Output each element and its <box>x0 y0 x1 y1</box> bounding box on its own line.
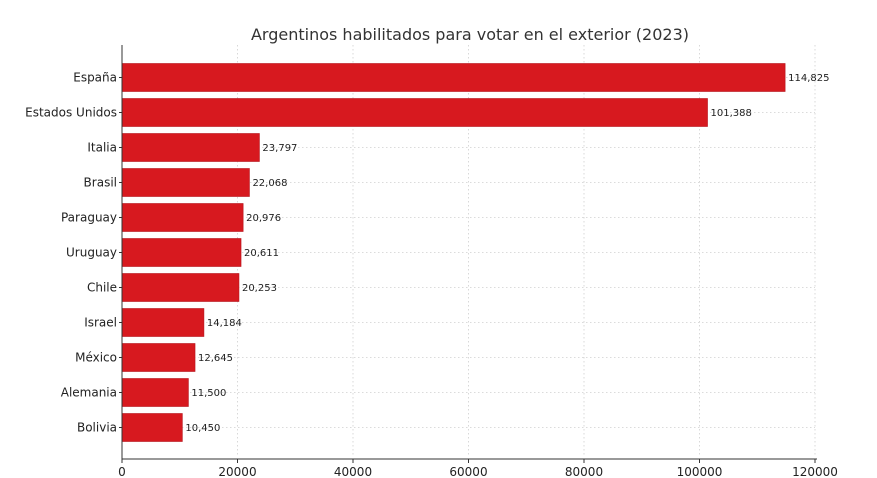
chart-title: Argentinos habilitados para votar en el … <box>251 25 689 44</box>
category-label: España <box>73 71 117 85</box>
bar <box>121 203 244 232</box>
bar <box>121 308 205 337</box>
bar <box>121 273 240 302</box>
category-label: México <box>75 351 117 365</box>
value-label: 23,797 <box>262 143 297 154</box>
value-label: 14,184 <box>207 318 242 329</box>
category-label: Alemania <box>61 386 117 400</box>
bar <box>121 168 250 197</box>
bar <box>121 98 708 127</box>
value-label: 22,068 <box>252 178 287 189</box>
value-label: 10,450 <box>185 423 220 434</box>
value-label: 20,253 <box>242 283 277 294</box>
value-label: 20,611 <box>244 248 279 259</box>
x-tick-label: 80000 <box>565 465 603 478</box>
x-tick-label: 120000 <box>792 465 838 478</box>
category-label: Uruguay <box>66 246 117 260</box>
x-tick-label: 100000 <box>677 465 723 478</box>
value-label: 114,825 <box>788 73 829 84</box>
bar <box>121 413 183 442</box>
category-label: Paraguay <box>61 211 117 225</box>
category-label: Brasil <box>84 176 117 190</box>
category-label: Israel <box>84 316 117 330</box>
x-tick-label: 40000 <box>334 465 372 478</box>
x-tick-label: 20000 <box>218 465 256 478</box>
x-tick-label: 0 <box>118 465 126 478</box>
value-label: 101,388 <box>711 108 752 119</box>
category-label: Italia <box>87 141 117 155</box>
x-tick-label: 60000 <box>449 465 487 478</box>
axes: España Estados Unidos Italia Brasil Paraguay… <box>25 45 838 478</box>
bars: 114,825 101,388 23,797 22,068 20,976 20,611 20… <box>121 63 829 442</box>
bar <box>121 63 786 92</box>
value-label: 20,976 <box>246 213 281 224</box>
value-label: 11,500 <box>191 388 226 399</box>
category-label: Chile <box>87 281 117 295</box>
bar <box>121 343 196 372</box>
bar <box>121 133 260 162</box>
bar <box>121 378 189 407</box>
bar <box>121 238 242 267</box>
value-label: 12,645 <box>198 353 233 364</box>
category-label: Estados Unidos <box>25 106 117 120</box>
category-label: Bolivia <box>77 421 117 435</box>
